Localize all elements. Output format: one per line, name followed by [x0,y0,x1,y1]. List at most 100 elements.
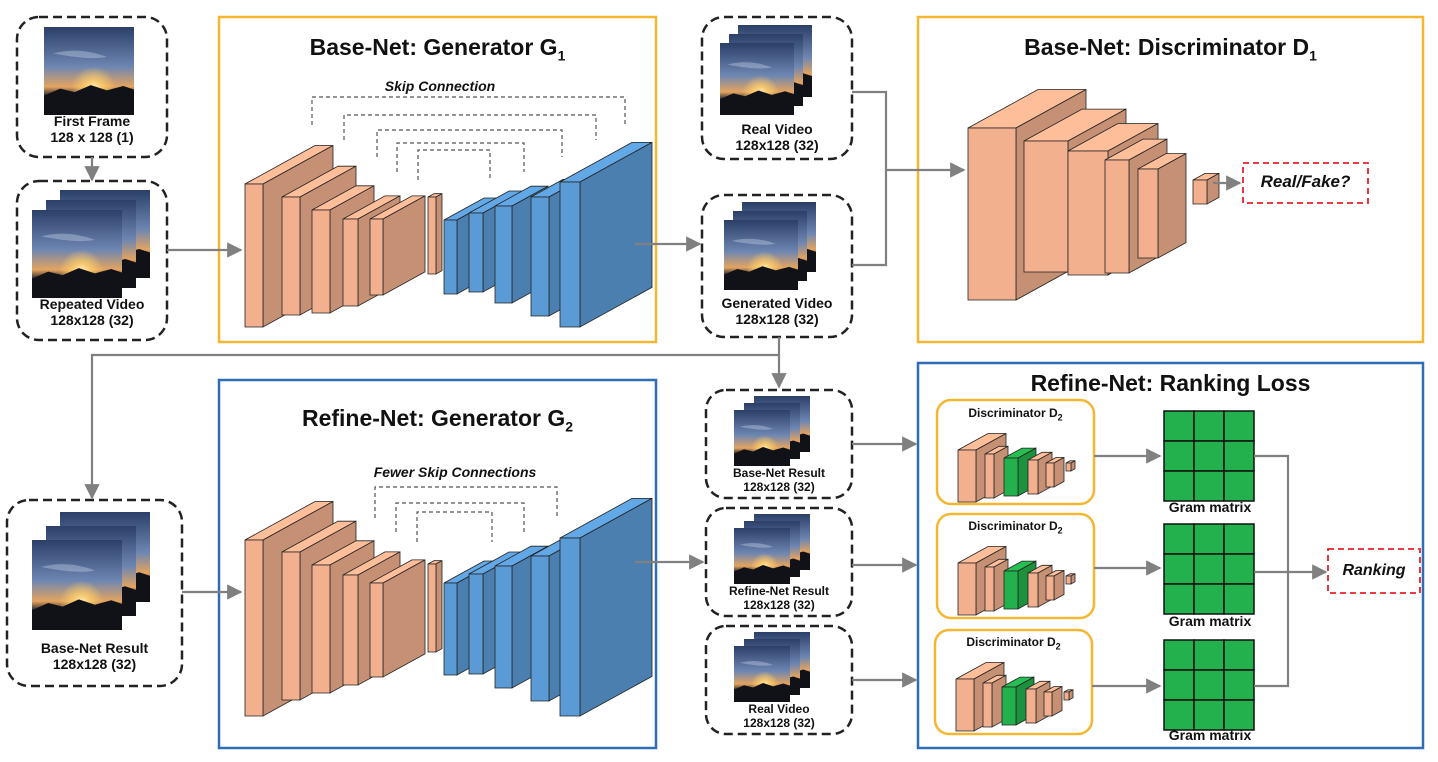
gram3-cell [1163,669,1195,701]
gram3-cell [1193,639,1225,671]
ranking-loss-title: Refine-Net: Ranking Loss [1030,370,1311,396]
generated-video-label: Generated Video 128x128 (32) [702,295,852,327]
real-video-bottom-label: Real Video 128x128 (32) [706,702,852,731]
skip-connections-g1 [311,96,626,180]
refine-generator-network [244,497,653,717]
disc2c-layer-6 [1063,689,1074,701]
ranking-loss-box [916,361,1425,750]
real-video-top-name: Real Video [741,121,813,137]
refine-result-box [704,506,854,618]
refine-result-label: Refine-Net Result 128x128 (32) [706,584,852,613]
gram1-cell [1223,410,1255,442]
repeated-video-label: Repeated Video 128x128 (32) [17,296,167,328]
base-generator-title: Base-Net: Generator G1 [309,34,566,64]
g1-decoder-layer-5 [559,141,653,328]
refine-generator-subscript: 2 [565,418,574,435]
gram2-cell [1223,523,1255,555]
real-video-top-size: 128x128 (32) [735,137,819,154]
ranking-output-label: Ranking [1342,562,1406,579]
base-discriminator-network [967,88,1220,301]
discriminator-d2-net-1 [957,432,1076,503]
base-result-input-name: Base-Net Result [40,640,149,656]
gram1-cell [1223,470,1255,502]
gram1-cell [1163,410,1195,442]
gram3-cell [1193,699,1225,731]
discriminator-d2-box-3 [933,628,1094,736]
base-result-input-stack [32,512,150,630]
gram-matrix-label-1: Gram matrix [1168,499,1252,515]
base-discriminator-title: Base-Net: Discriminator D1 [1024,34,1317,64]
gram3-cell [1163,699,1195,731]
base-generator-subscript: 1 [557,47,566,64]
disc2a-layer-5 [1045,456,1065,488]
base-result-input-label: Base-Net Result 128x128 (32) [7,640,182,672]
gram-matrix-1 [1163,410,1255,502]
first-frame-name: First Frame [53,113,131,129]
refine-result-name: Refine-Net Result [728,584,829,598]
real-video-bottom-name: Real Video [748,702,810,716]
ranking-output-box [1327,548,1421,594]
gram1-cell [1163,470,1195,502]
g2-encoder-layer-5 [369,559,426,678]
gram2-cell [1193,583,1225,615]
base-discriminator-subscript: 1 [1309,47,1317,64]
gram1-cell [1163,440,1195,472]
gram2-cell [1223,553,1255,585]
base-discriminator-box [916,15,1425,344]
real-video-top-box [700,15,854,161]
discriminator-d2-net-3 [955,661,1074,732]
gram3-cell [1223,669,1255,701]
gram1-cell [1193,410,1225,442]
repeated-video-size: 128x128 (32) [50,312,134,329]
refine-generator-box [217,378,658,750]
gram1-cell [1223,440,1255,472]
gram-matrix-label-3: Gram matrix [1168,727,1252,743]
g2-decoder-layer-5 [559,497,653,717]
base-result-size: 128x128 (32) [743,479,815,494]
base-result-stack [734,396,810,466]
gram-matrix-2 [1163,523,1255,615]
discriminator-d2-box-1 [935,398,1096,506]
real-fake-box [1242,162,1369,204]
discriminator-d2-net-2 [957,545,1076,616]
base-result-name: Base-Net Result [732,466,826,480]
d1-layer-6 [1192,172,1220,205]
g2-bottleneck-layer [427,560,443,653]
disc2a-layer-6 [1065,460,1076,472]
gram1-cell [1193,470,1225,502]
discriminator-d2-label-1: Discriminator D2 [968,406,1063,423]
base-result-label: Base-Net Result 128x128 (32) [706,466,852,495]
disc2b-layer-5 [1045,569,1065,601]
gram3-cell [1223,699,1255,731]
base-generator-network [244,141,653,328]
base-result-input-box [5,498,184,688]
g1-bottleneck-layer [427,193,443,275]
discriminator-d2-label-2: Discriminator D2 [968,519,1063,536]
gram2-cell [1163,583,1195,615]
d1-layer-5 [1137,152,1187,259]
disc2b-layer-6 [1065,573,1076,585]
repeated-video-box [15,179,169,342]
gram2-cell [1163,553,1195,585]
gram3-cell [1163,639,1195,671]
repeated-video-name: Repeated Video [39,296,145,312]
base-result-input-size: 128x128 (32) [52,656,137,673]
gram1-cell [1193,440,1225,472]
gram2-cell [1193,553,1225,585]
base-generator-box [217,15,658,344]
real-video-top-label: Real Video 128x128 (32) [702,121,852,153]
generated-video-name: Generated Video [721,295,833,311]
gram-matrix-label-2: Gram matrix [1168,613,1252,629]
first-frame-label: First Frame 128 x 128 (1) [17,113,167,145]
gram3-cell [1223,639,1255,671]
generated-video-stack [724,202,816,290]
arrows [84,90,1328,694]
generated-video-size: 128x128 (32) [735,311,819,328]
real-video-bottom-stack [734,632,810,702]
discriminator-d2-box-2 [935,512,1096,620]
fewer-skip-label: Fewer Skip Connections [373,464,537,480]
first-frame-size: 128 x 128 (1) [50,129,134,146]
refine-result-stack [734,514,810,584]
g1-encoder-layer-5 [369,195,426,296]
gram2-cell [1163,523,1195,555]
